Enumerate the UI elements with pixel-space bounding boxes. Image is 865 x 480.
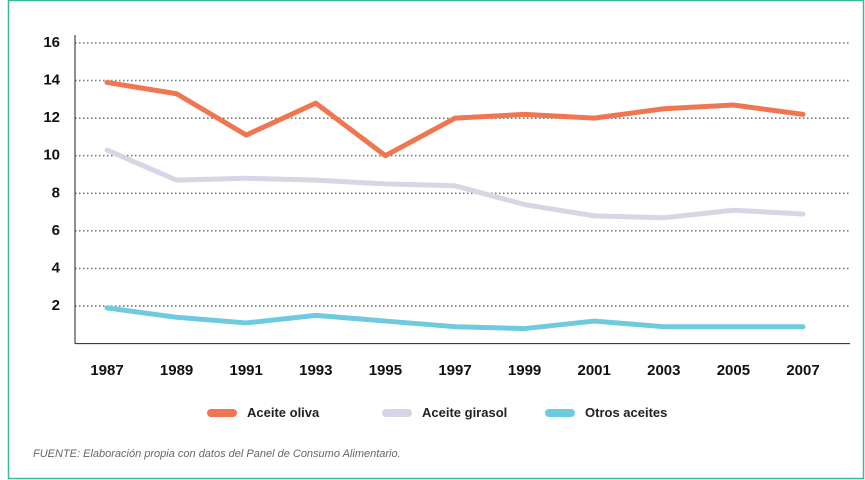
y-tick-label: 8 <box>52 184 60 201</box>
legend-swatch <box>545 409 575 417</box>
y-tick-label: 2 <box>52 297 60 314</box>
legend-label: Aceite girasol <box>422 405 507 420</box>
legend-swatch <box>382 409 412 417</box>
y-tick-label: 16 <box>43 34 60 51</box>
x-tick-label: 1995 <box>369 362 402 379</box>
x-tick-label: 1991 <box>230 362 263 379</box>
legend-label: Aceite oliva <box>247 405 320 420</box>
y-tick-label: 4 <box>52 259 61 276</box>
line-series <box>104 305 806 332</box>
x-tick-label: 1999 <box>508 362 541 379</box>
y-tick-label: 10 <box>43 147 60 164</box>
x-tick-label: 1987 <box>90 362 123 379</box>
y-tick-label: 14 <box>43 72 60 89</box>
line-series <box>104 79 806 159</box>
legend-swatch <box>207 409 237 417</box>
x-tick-label: 2007 <box>786 362 819 379</box>
x-tick-label: 1993 <box>299 362 332 379</box>
x-tick-label: 1989 <box>160 362 193 379</box>
legend-label: Otros aceites <box>585 405 667 420</box>
x-tick-label: 1997 <box>438 362 471 379</box>
y-tick-label: 12 <box>43 109 60 126</box>
y-tick-label: 6 <box>52 222 60 239</box>
x-tick-label: 2005 <box>717 362 750 379</box>
x-tick-label: 2001 <box>578 362 611 379</box>
x-tick-label: 2003 <box>647 362 680 379</box>
source: FUENTE: Elaboración propia con datos del… <box>33 448 401 460</box>
line-series <box>104 147 806 221</box>
